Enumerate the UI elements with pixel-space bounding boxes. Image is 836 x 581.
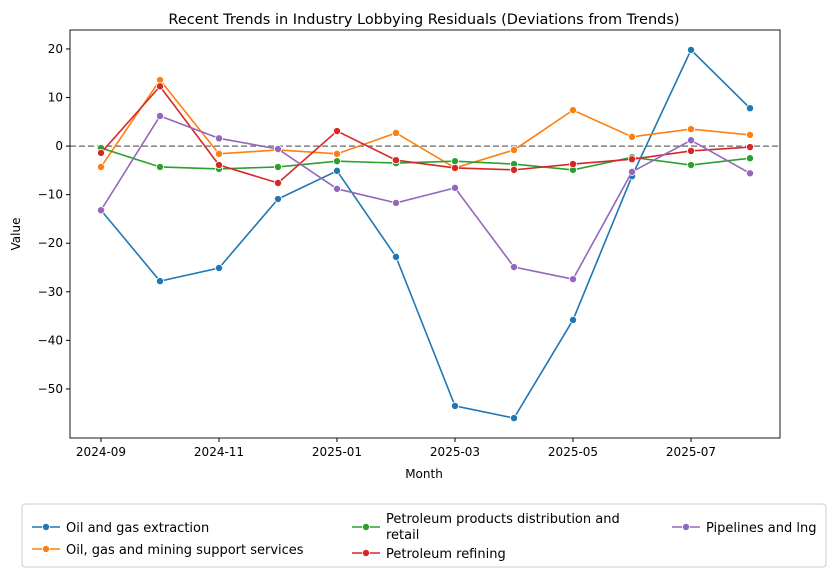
legend-marker [682, 523, 691, 532]
plot-frame [69, 29, 781, 439]
data-point [746, 104, 755, 113]
legend-label: Petroleum refining [386, 547, 506, 562]
y-tick-label: −20 [38, 236, 63, 250]
y-tick-label: 10 [48, 91, 63, 105]
data-point [628, 167, 637, 176]
legend-marker [361, 523, 370, 532]
y-tick-label: −10 [38, 188, 63, 202]
data-point [273, 144, 282, 153]
data-point [332, 127, 341, 136]
y-tick-label: −40 [38, 333, 63, 347]
data-point [391, 128, 400, 137]
data-point [687, 45, 696, 54]
data-point [509, 414, 518, 423]
data-point [687, 146, 696, 155]
legend-box [21, 503, 827, 568]
y-tick-label: −30 [38, 285, 63, 299]
x-axis-label: Month [405, 467, 443, 481]
series-line-0 [100, 48, 751, 419]
data-point [273, 162, 282, 171]
data-point [97, 162, 106, 171]
chart-title: Recent Trends in Industry Lobbying Resid… [168, 12, 679, 28]
data-point [391, 198, 400, 207]
data-point [628, 155, 637, 164]
data-point [746, 130, 755, 139]
data-point [569, 106, 578, 115]
data-point [155, 277, 164, 286]
legend-marker [42, 545, 51, 554]
data-point [332, 149, 341, 158]
data-point [509, 263, 518, 272]
series-line-3 [100, 85, 751, 184]
data-point [450, 401, 459, 410]
y-tick-label: 0 [55, 139, 63, 153]
data-point [687, 136, 696, 145]
data-point [746, 143, 755, 152]
data-point [450, 157, 459, 166]
x-tick-label: 2025-07 [666, 445, 716, 459]
data-point [509, 145, 518, 154]
data-point [214, 149, 223, 158]
x-tick-label: 2025-05 [548, 445, 598, 459]
x-tick-label: 2025-03 [430, 445, 480, 459]
data-point [97, 206, 106, 215]
data-point [273, 195, 282, 204]
legend-label: Pipelines and lng [706, 521, 816, 536]
data-point [391, 156, 400, 165]
y-tick-label: −50 [38, 382, 63, 396]
data-point [273, 178, 282, 187]
data-point [155, 162, 164, 171]
data-point [450, 163, 459, 172]
data-point [214, 134, 223, 143]
data-point [569, 315, 578, 324]
data-point [155, 111, 164, 120]
data-point [450, 183, 459, 192]
data-point [569, 275, 578, 284]
data-point [97, 148, 106, 157]
data-point [509, 165, 518, 174]
data-point [569, 160, 578, 169]
data-point [687, 161, 696, 170]
data-point [687, 125, 696, 134]
legend-marker [42, 523, 51, 532]
data-point [746, 169, 755, 178]
data-point [391, 252, 400, 261]
series-line-4 [100, 114, 751, 281]
data-point [332, 166, 341, 175]
x-tick-label: 2024-09 [76, 445, 126, 459]
data-point [746, 154, 755, 163]
data-point [214, 263, 223, 272]
data-point [332, 157, 341, 166]
data-point [332, 184, 341, 193]
data-point [214, 161, 223, 170]
y-tick-label: 20 [48, 42, 63, 56]
series-line-1 [100, 78, 751, 169]
y-axis-label: Value [9, 218, 23, 251]
legend-label: Petroleum products distribution and retai… [386, 512, 620, 543]
x-tick-label: 2024-11 [194, 445, 244, 459]
data-point [628, 132, 637, 141]
x-tick-label: 2025-01 [312, 445, 362, 459]
legend-label: Oil and gas extraction [66, 521, 209, 536]
legend-marker [361, 549, 370, 558]
legend-label: Oil, gas and mining support services [66, 543, 304, 558]
data-point [155, 82, 164, 91]
